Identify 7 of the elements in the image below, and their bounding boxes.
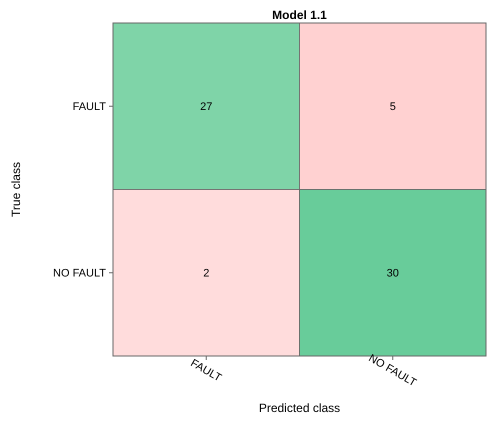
- data-label: 2: [203, 268, 210, 280]
- chart-title: Model 1.1: [272, 8, 328, 22]
- data-label: 5: [390, 101, 396, 114]
- x-axis-title: Predicted class: [258, 401, 340, 415]
- y-axis-title: True class: [9, 162, 23, 217]
- data-label: 30: [386, 268, 399, 280]
- data-label: 27: [200, 101, 212, 114]
